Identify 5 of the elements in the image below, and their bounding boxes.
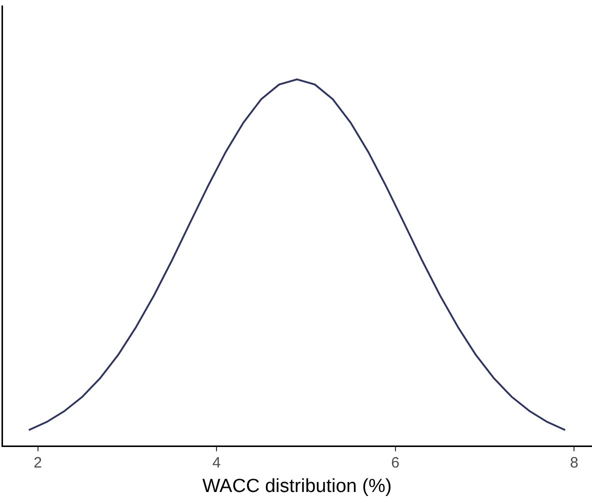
x-axis-title: WACC distribution (%) <box>202 476 392 497</box>
x-tick-label: 4 <box>212 454 221 472</box>
x-tick-label: 6 <box>391 454 400 472</box>
x-tick-label: 2 <box>34 454 42 472</box>
x-tick-label: 8 <box>570 454 578 472</box>
